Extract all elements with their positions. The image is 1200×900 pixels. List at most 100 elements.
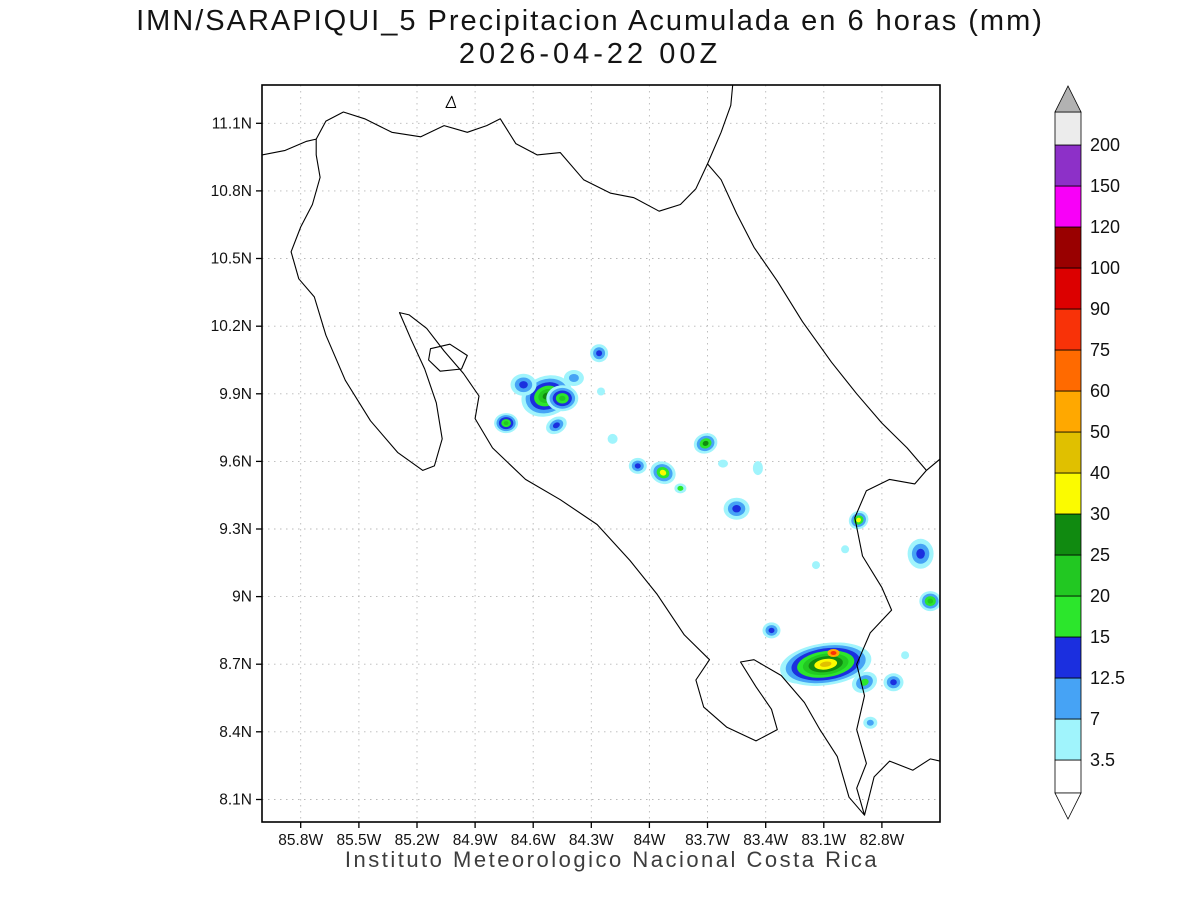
precipitation-cells — [494, 344, 940, 729]
colorbar-band — [1054, 513, 1082, 556]
colorbar-label: 100 — [1090, 258, 1120, 278]
x-tick-label: 84W — [633, 832, 665, 849]
x-tick-label: 83.1W — [801, 832, 846, 849]
colorbar-band — [1054, 144, 1082, 187]
colorbar-band — [1054, 595, 1082, 638]
x-tick-label: 83.4W — [743, 832, 788, 849]
colorbar-band — [1054, 390, 1082, 433]
precip-cell-ring — [568, 374, 579, 382]
figure-caption: Instituto Meteorologico Nacional Costa R… — [344, 847, 880, 872]
precip-cell-ring — [659, 469, 667, 476]
colorbar-label: 25 — [1090, 545, 1110, 565]
neighbor-coastline — [706, 85, 734, 165]
y-tick-label: 8.7N — [219, 656, 252, 673]
colorbar-label: 3.5 — [1090, 750, 1115, 770]
y-tick-label: 10.2N — [211, 318, 252, 335]
colorbar-label: 60 — [1090, 381, 1110, 401]
costa-rica-outline — [290, 111, 927, 816]
precip-cell-ring — [860, 678, 869, 686]
x-tick-label: 83.7W — [685, 832, 730, 849]
precip-cell-ring — [607, 433, 618, 444]
colorbar-label: 200 — [1090, 135, 1120, 155]
colorbar-band — [1054, 267, 1082, 310]
colorbar-band — [1054, 472, 1082, 515]
coastlines — [262, 85, 940, 816]
colorbar-label: 15 — [1090, 627, 1110, 647]
precip-cell-ring — [597, 387, 605, 396]
neighbor-coastline — [262, 138, 317, 156]
plot-frame — [261, 84, 941, 823]
colorbar-label: 120 — [1090, 217, 1120, 237]
precip-cell-ring — [890, 679, 897, 686]
y-tick-label: 8.1N — [219, 792, 252, 809]
precip-cell-ring — [552, 422, 560, 429]
chart-valid-time: 2026-04-22 00Z — [458, 38, 722, 70]
neighbor-coastline — [926, 458, 940, 471]
colorbar-band — [1054, 349, 1082, 392]
precip-cell-ring — [830, 651, 837, 655]
colorbar-label: 20 — [1090, 586, 1110, 606]
x-tick-label: 84.3W — [569, 832, 614, 849]
y-tick-label: 9.6N — [219, 453, 252, 470]
colorbar-bottom-arrow — [1054, 792, 1082, 820]
y-tick-label: 9N — [232, 589, 252, 606]
y-tick-label: 9.3N — [219, 521, 252, 538]
precip-cell-ring — [503, 421, 509, 426]
colorbar-over-band — [1054, 111, 1082, 146]
colorbar-label: 75 — [1090, 340, 1110, 360]
colorbar-band — [1054, 185, 1082, 228]
colorbar-band — [1054, 636, 1082, 679]
precip-cell-ring — [752, 461, 763, 476]
colorbar: 3.5 7 12.5 15 20 25 30 40 50 60 75 90 100 120 150 200 — [1054, 85, 1125, 820]
precip-cell-ring — [916, 548, 925, 559]
colorbar-label: 90 — [1090, 299, 1110, 319]
precip-cell-ring — [677, 485, 684, 491]
island-outline — [428, 343, 468, 372]
colorbar-band — [1054, 718, 1082, 761]
x-tick-label: 82.8W — [859, 832, 904, 849]
x-tick-label: 85.8W — [278, 832, 323, 849]
colorbar-label: 12.5 — [1090, 668, 1125, 688]
colorbar-label: 150 — [1090, 176, 1120, 196]
precip-cell-ring — [841, 545, 850, 554]
colorbar-band — [1054, 431, 1082, 474]
colorbar-label: 30 — [1090, 504, 1110, 524]
y-tick-label: 11.1N — [212, 115, 252, 132]
colorbar-band — [1054, 226, 1082, 269]
colorbar-band — [1054, 554, 1082, 597]
precip-cell-ring — [718, 459, 728, 468]
page-title: IMN/SARAPIQUI_5 Precipitacion Acumulada … — [136, 5, 1044, 37]
precip-cell-ring — [596, 350, 603, 357]
y-tick-label: 8.4N — [219, 724, 252, 741]
x-tick-label: 85.2W — [395, 832, 440, 849]
precip-cell-ring — [901, 651, 910, 660]
x-tick-label: 84.9W — [453, 832, 498, 849]
precip-cell-ring — [856, 517, 862, 523]
precip-cell-ring — [866, 719, 874, 726]
neighbor-coastline — [863, 758, 940, 816]
x-tick-label: 85.5W — [336, 832, 381, 849]
precip-cell-ring — [519, 381, 528, 389]
precip-cell-ring — [732, 505, 741, 513]
precip-cell-ring — [812, 561, 820, 570]
precip-cell-ring — [702, 440, 709, 446]
y-tick-label: 10.8N — [211, 183, 252, 200]
y-tick-label: 10.5N — [211, 251, 252, 268]
grid-lines — [262, 85, 940, 822]
colorbar-top-arrow — [1054, 85, 1082, 113]
precip-cell-ring — [634, 463, 641, 469]
colorbar-label: 40 — [1090, 463, 1110, 483]
axis-ticks — [256, 122, 883, 828]
y-tick-label: 9.9N — [219, 386, 252, 403]
x-tick-label: 84.6W — [511, 832, 556, 849]
precip-cell-ring — [927, 598, 934, 604]
precip-cell-ring — [559, 395, 566, 401]
island-outline — [445, 95, 457, 109]
colorbar-label: 7 — [1090, 709, 1100, 729]
colorbar-band — [1054, 308, 1082, 351]
colorbar-band — [1054, 677, 1082, 720]
precip-cell-ring — [819, 661, 832, 667]
colorbar-label: 50 — [1090, 422, 1110, 442]
precip-cell-ring — [768, 627, 775, 634]
